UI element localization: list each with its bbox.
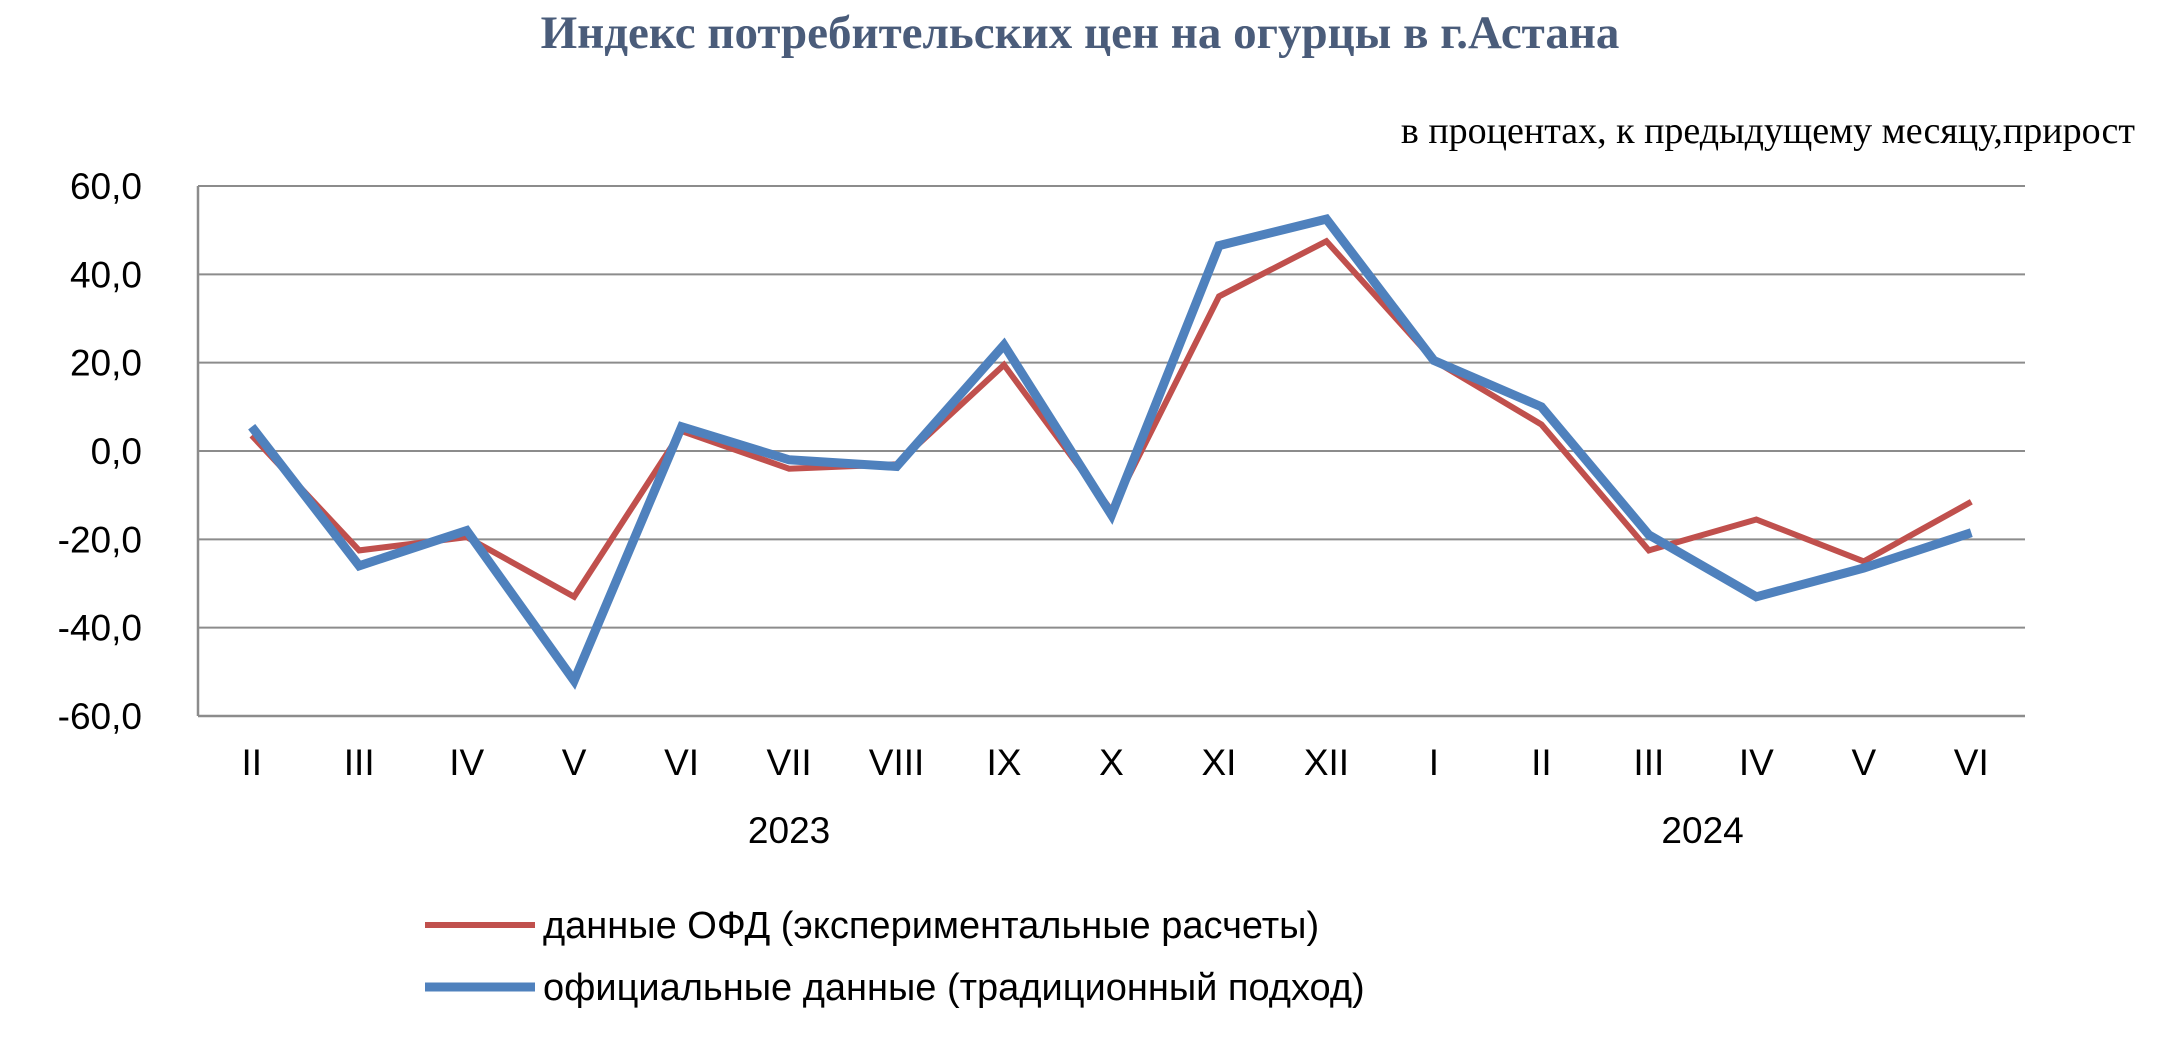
year-labels: 2023 2024 [748,810,1744,851]
x-tick-label: V [1851,742,1876,783]
x-tick-label: II [1531,742,1552,783]
y-tick-label: 20,0 [70,343,142,384]
x-tick-label: IX [987,742,1022,783]
y-tick-label: -40,0 [58,608,142,649]
x-tick-label: VII [766,742,811,783]
x-tick-label: XII [1304,742,1349,783]
year-label: 2024 [1661,810,1743,851]
series-line-1 [249,237,1973,601]
x-tick-label: III [1633,742,1664,783]
x-tick-label: VIII [869,742,925,783]
x-tick-label: V [562,742,587,783]
y-axis-ticks: 60,0 40,0 20,0 0,0 -20,0 -40,0 -60,0 [58,166,142,737]
legend-label-1: данные ОФД (экспериментальные расчеты) [543,905,1319,947]
legend: данные ОФД (экспериментальные расчеты) оф… [425,905,1365,1009]
y-tick-label: 40,0 [70,254,142,295]
y-tick-label: -60,0 [58,696,142,737]
x-tick-label: X [1099,742,1124,783]
year-label: 2023 [748,810,830,851]
x-tick-label: VI [664,742,699,783]
chart-title: Индекс потребительских цен на огурцы в г… [541,7,1620,59]
chart-subtitle: в процентах, к предыдущему месяцу,прирос… [1401,110,2136,152]
x-tick-label: III [344,742,375,783]
x-tick-label: II [241,742,262,783]
series-lines [248,214,1973,690]
x-tick-label: IV [449,742,484,783]
x-tick-label: IV [1739,742,1774,783]
x-tick-label: I [1429,742,1439,783]
series-line-2 [248,214,1973,690]
grid-lines [196,185,2025,718]
x-tick-label: VI [1954,742,1989,783]
x-tick-label: XI [1201,742,1236,783]
legend-label-2: официальные данные (традиционный подход) [543,967,1365,1009]
x-axis-ticks: II III IV V VI VII VIII IX X XI XII I II III IV V VI [241,742,1988,783]
y-tick-label: 60,0 [70,166,142,207]
y-tick-label: -20,0 [58,519,142,560]
y-tick-label: 0,0 [91,431,142,472]
